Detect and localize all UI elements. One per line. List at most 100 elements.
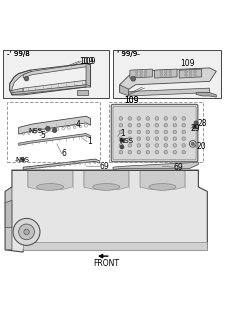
Circle shape	[24, 229, 29, 235]
Circle shape	[163, 150, 167, 154]
Circle shape	[193, 121, 197, 125]
Text: ’ 99/9-: ’ 99/9-	[117, 51, 140, 57]
Polygon shape	[129, 69, 152, 78]
Text: 6: 6	[61, 149, 66, 158]
Circle shape	[136, 144, 140, 147]
Polygon shape	[5, 170, 206, 252]
Circle shape	[119, 137, 122, 140]
Circle shape	[159, 74, 162, 76]
Polygon shape	[19, 133, 90, 145]
Circle shape	[163, 144, 167, 147]
Circle shape	[181, 130, 185, 134]
Polygon shape	[128, 88, 209, 96]
Circle shape	[154, 144, 158, 147]
Circle shape	[45, 126, 50, 131]
Circle shape	[136, 137, 140, 140]
Polygon shape	[10, 70, 32, 90]
Text: 4: 4	[76, 120, 81, 129]
Text: ’ 99/9-: ’ 99/9-	[117, 51, 140, 57]
Polygon shape	[86, 63, 90, 86]
Circle shape	[128, 150, 131, 154]
Circle shape	[52, 128, 57, 132]
Circle shape	[119, 117, 122, 120]
Text: 109: 109	[124, 96, 138, 105]
Circle shape	[145, 150, 149, 154]
Circle shape	[159, 70, 162, 73]
Circle shape	[128, 130, 131, 134]
Circle shape	[193, 74, 196, 76]
Circle shape	[128, 137, 131, 140]
Ellipse shape	[148, 184, 175, 190]
Circle shape	[145, 117, 149, 120]
Circle shape	[172, 144, 176, 147]
Circle shape	[19, 224, 34, 240]
Circle shape	[130, 76, 135, 81]
Text: NSS: NSS	[119, 138, 133, 144]
Circle shape	[172, 124, 176, 127]
Circle shape	[154, 137, 158, 140]
Circle shape	[154, 150, 158, 154]
Text: 1: 1	[119, 129, 124, 138]
Circle shape	[164, 70, 166, 73]
Polygon shape	[5, 187, 12, 250]
Ellipse shape	[92, 184, 119, 190]
Circle shape	[163, 124, 167, 127]
Circle shape	[145, 130, 149, 134]
Circle shape	[181, 124, 185, 127]
Bar	[108, 102, 202, 162]
Circle shape	[128, 124, 131, 127]
Polygon shape	[119, 85, 128, 96]
Circle shape	[144, 74, 146, 76]
Text: 20: 20	[195, 142, 205, 151]
Circle shape	[172, 117, 176, 120]
Text: FRONT: FRONT	[93, 259, 119, 268]
Circle shape	[119, 124, 122, 127]
Polygon shape	[27, 170, 72, 189]
Circle shape	[184, 70, 187, 73]
Circle shape	[181, 137, 185, 140]
Text: 69: 69	[173, 163, 182, 172]
Circle shape	[163, 137, 167, 140]
Circle shape	[181, 117, 185, 120]
Text: 109: 109	[124, 96, 138, 105]
Polygon shape	[23, 159, 99, 169]
Polygon shape	[154, 69, 176, 78]
Text: -’ 99/8: -’ 99/8	[7, 51, 30, 57]
Circle shape	[189, 140, 195, 147]
Circle shape	[163, 117, 167, 120]
FancyBboxPatch shape	[111, 104, 197, 162]
Bar	[112, 50, 220, 98]
Circle shape	[128, 117, 131, 120]
Circle shape	[119, 150, 122, 154]
Text: NSS: NSS	[29, 128, 43, 134]
Circle shape	[188, 70, 191, 73]
Circle shape	[136, 124, 140, 127]
Bar	[23, 242, 206, 250]
Polygon shape	[178, 69, 201, 78]
Circle shape	[136, 117, 140, 120]
Text: 29: 29	[190, 124, 199, 132]
Polygon shape	[12, 88, 23, 95]
Circle shape	[119, 138, 124, 142]
Circle shape	[164, 74, 166, 76]
Polygon shape	[23, 80, 86, 92]
Circle shape	[24, 76, 29, 81]
Circle shape	[181, 150, 185, 154]
Bar	[7, 102, 99, 162]
Circle shape	[139, 74, 142, 76]
Circle shape	[188, 74, 191, 76]
Bar	[77, 90, 88, 95]
Circle shape	[154, 117, 158, 120]
Circle shape	[168, 70, 171, 73]
Text: 109: 109	[81, 57, 96, 66]
Circle shape	[172, 150, 176, 154]
Circle shape	[154, 130, 158, 134]
Bar	[3, 50, 108, 98]
Circle shape	[136, 150, 140, 154]
Text: 1: 1	[87, 137, 92, 146]
Circle shape	[13, 218, 40, 245]
Circle shape	[172, 137, 176, 140]
Ellipse shape	[36, 184, 63, 190]
Text: 69: 69	[99, 162, 109, 171]
Polygon shape	[5, 200, 12, 228]
